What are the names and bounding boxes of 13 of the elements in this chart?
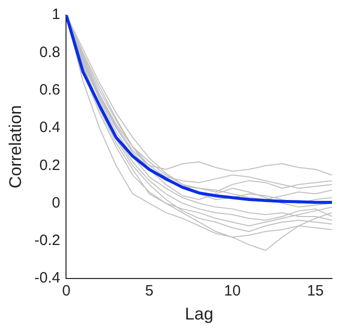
y-tick-label: 0 [52,194,60,212]
y-tick-label: -0.4 [34,270,60,287]
x-axis-title: Lag [184,304,214,324]
y-tick-label: 0.2 [39,156,60,174]
y-axis-title: Correlation [6,105,25,188]
y-tick-label: -0.2 [34,232,60,250]
y-tick-label: 0.6 [39,81,60,98]
x-tick-label: 10 [224,282,241,300]
y-tick-label: 0.4 [39,119,60,136]
y-tick-label: 0.8 [39,44,60,61]
y-tick-label: 1 [52,6,60,24]
x-tick-label: 15 [307,282,324,300]
x-tick-label: 5 [145,282,154,300]
